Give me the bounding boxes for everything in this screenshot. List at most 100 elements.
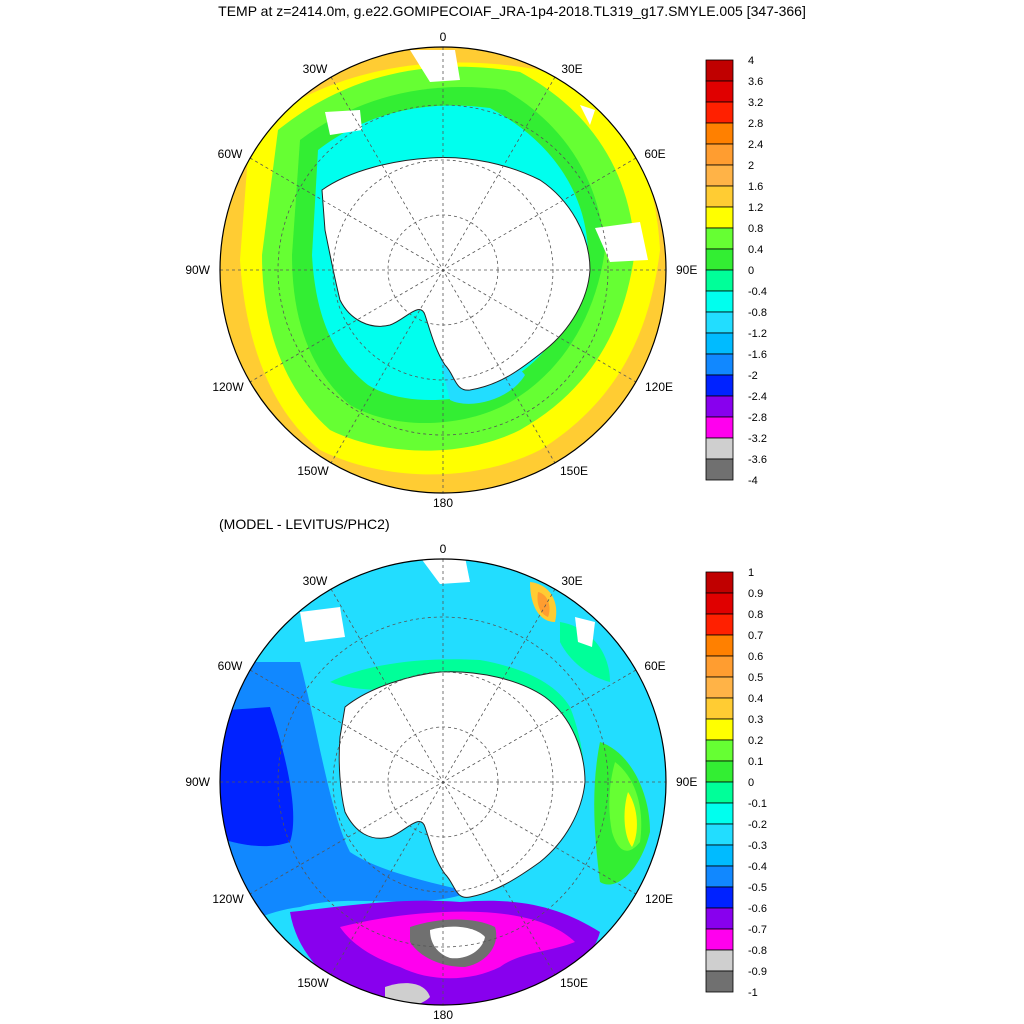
colorbar-top-label: -2.8: [748, 412, 767, 424]
colorbar-bottom-swatch: [705, 928, 734, 951]
colorbar-bottom-label: 0.1: [748, 756, 763, 768]
colorbar-top-swatch: [705, 395, 734, 418]
colorbar-top-swatch: [705, 80, 734, 103]
colorbar-top-swatch: [705, 437, 734, 460]
colorbar-top-swatch: [705, 374, 734, 397]
colorbar-top-swatch: [705, 206, 734, 229]
colorbar-bottom-swatch: [705, 844, 734, 867]
colorbar-top-label: 3.6: [748, 76, 763, 88]
colorbar-bottom-label: -0.4: [748, 861, 767, 873]
colorbar-bottom-label: -0.6: [748, 903, 767, 915]
colorbar-bottom-swatch: [705, 613, 734, 636]
label-0: 0: [440, 542, 447, 556]
colorbar-top-label: 1.6: [748, 181, 763, 193]
colorbar-bottom-label: 0.3: [748, 714, 763, 726]
colorbar-top-swatch: [705, 416, 734, 439]
colorbar-bottom-swatch: [705, 970, 734, 993]
colorbar-top: 4 3.6 3.2 2.8 2.4 2 1.6 1.2 0.8 0.4 0 -0.4 -0.8 -1.2 -…: [705, 55, 767, 487]
colorbar-top-swatch: [705, 122, 734, 145]
colorbar-top-label: -3.2: [748, 433, 767, 445]
label-150w: 150W: [297, 464, 329, 478]
colorbar-top-label: -1.2: [748, 328, 767, 340]
colorbar-bottom-label: 0.7: [748, 630, 763, 642]
colorbar-bottom-swatch: [705, 760, 734, 783]
label-180: 180: [433, 496, 453, 510]
colorbar-bottom-label: -0.1: [748, 798, 767, 810]
colorbar-top-label: -3.6: [748, 454, 767, 466]
colorbar-bottom-swatch: [705, 739, 734, 762]
colorbar-bottom-swatch: [705, 697, 734, 720]
colorbar-top-swatch: [705, 458, 734, 481]
colorbar-bottom-swatch: [705, 781, 734, 804]
colorbar-top-label: 0.8: [748, 223, 763, 235]
colorbar-top-label: 0: [748, 265, 754, 277]
colorbar-bottom-label: -0.5: [748, 882, 767, 894]
label-30e: 30E: [561, 62, 582, 76]
label-120w: 120W: [212, 380, 244, 394]
colorbar-bottom-label: -0.8: [748, 945, 767, 957]
colorbar-top-swatch: [705, 353, 734, 376]
colorbar-top-swatch: [705, 248, 734, 271]
colorbar-bottom-swatch: [705, 886, 734, 909]
colorbar-bottom-label: 0.5: [748, 672, 763, 684]
label-30e: 30E: [561, 574, 582, 588]
colorbar-bottom-swatch: [705, 907, 734, 930]
colorbar-bottom-label: -0.7: [748, 924, 767, 936]
colorbar-bottom-label: 0: [748, 777, 754, 789]
colorbar-top-label: -0.4: [748, 286, 767, 298]
label-120e: 120E: [645, 892, 673, 906]
label-150w: 150W: [297, 976, 329, 990]
colorbar-top-swatch: [705, 164, 734, 187]
colorbar-bottom-swatch: [705, 571, 734, 594]
colorbar-top-swatch: [705, 332, 734, 355]
colorbar-bottom-label: -1: [748, 987, 758, 999]
colorbar-bottom-label: 0.8: [748, 609, 763, 621]
colorbar-bottom-swatch: [705, 634, 734, 657]
colorbar-top-swatch: [705, 227, 734, 250]
colorbar-top-swatch: [705, 59, 734, 82]
colorbar-top-label: 3.2: [748, 97, 763, 109]
label-90w: 90W: [185, 775, 210, 789]
colorbar-bottom-swatch: [705, 865, 734, 888]
colorbar-top-label: 1.2: [748, 202, 763, 214]
colorbar-top-swatch: [705, 185, 734, 208]
colorbar-bottom-label: 0.4: [748, 693, 763, 705]
colorbar-bottom-swatch: [705, 676, 734, 699]
colorbar-bottom-label: 0.9: [748, 588, 763, 600]
label-90e: 90E: [676, 775, 697, 789]
colorbar-top-swatch: [705, 269, 734, 292]
top-map-panel: 0 180 90W 90E 30W 60W 30E 60E 120W 150W …: [185, 30, 767, 510]
bottom-map-panel: 0 180 90W 90E 30W 60W 30E 60E 120W 150W …: [185, 542, 767, 1022]
label-60e: 60E: [644, 147, 665, 161]
colorbar-top-label: 2.8: [748, 118, 763, 130]
label-60w: 60W: [218, 659, 243, 673]
colorbar-top-swatch: [705, 311, 734, 334]
colorbar-top-label: -4: [748, 475, 758, 487]
bottom-subtitle: (MODEL - LEVITUS/PHC2): [219, 516, 390, 532]
colorbar-bottom-label: 1: [748, 567, 754, 579]
label-60e: 60E: [644, 659, 665, 673]
colorbar-top-label: 2: [748, 160, 754, 172]
colorbar-bottom-label: 0.2: [748, 735, 763, 747]
colorbar-top-label: 0.4: [748, 244, 763, 256]
colorbar-bottom-swatch: [705, 592, 734, 615]
label-0: 0: [440, 30, 447, 44]
label-150e: 150E: [560, 976, 588, 990]
label-150e: 150E: [560, 464, 588, 478]
colorbar-bottom-label: -0.3: [748, 840, 767, 852]
label-90w: 90W: [185, 263, 210, 277]
colorbar-bottom-swatch: [705, 823, 734, 846]
label-180: 180: [433, 1008, 453, 1022]
label-60w: 60W: [218, 147, 243, 161]
colorbar-bottom-swatch: [705, 802, 734, 825]
colorbar-top-swatch: [705, 290, 734, 313]
colorbar-bottom-label: -0.9: [748, 966, 767, 978]
top-map-field: [220, 47, 666, 493]
colorbar-bottom-label: -0.2: [748, 819, 767, 831]
colorbar-top-label: 4: [748, 55, 754, 67]
colorbar-bottom: 1 0.9 0.8 0.7 0.6 0.5 0.4 0.3 0.2 0.1 0 -0.1 -0.2 -0.…: [705, 567, 767, 999]
label-120w: 120W: [212, 892, 244, 906]
label-30w: 30W: [303, 574, 328, 588]
label-30w: 30W: [303, 62, 328, 76]
colorbar-bottom-swatch: [705, 949, 734, 972]
